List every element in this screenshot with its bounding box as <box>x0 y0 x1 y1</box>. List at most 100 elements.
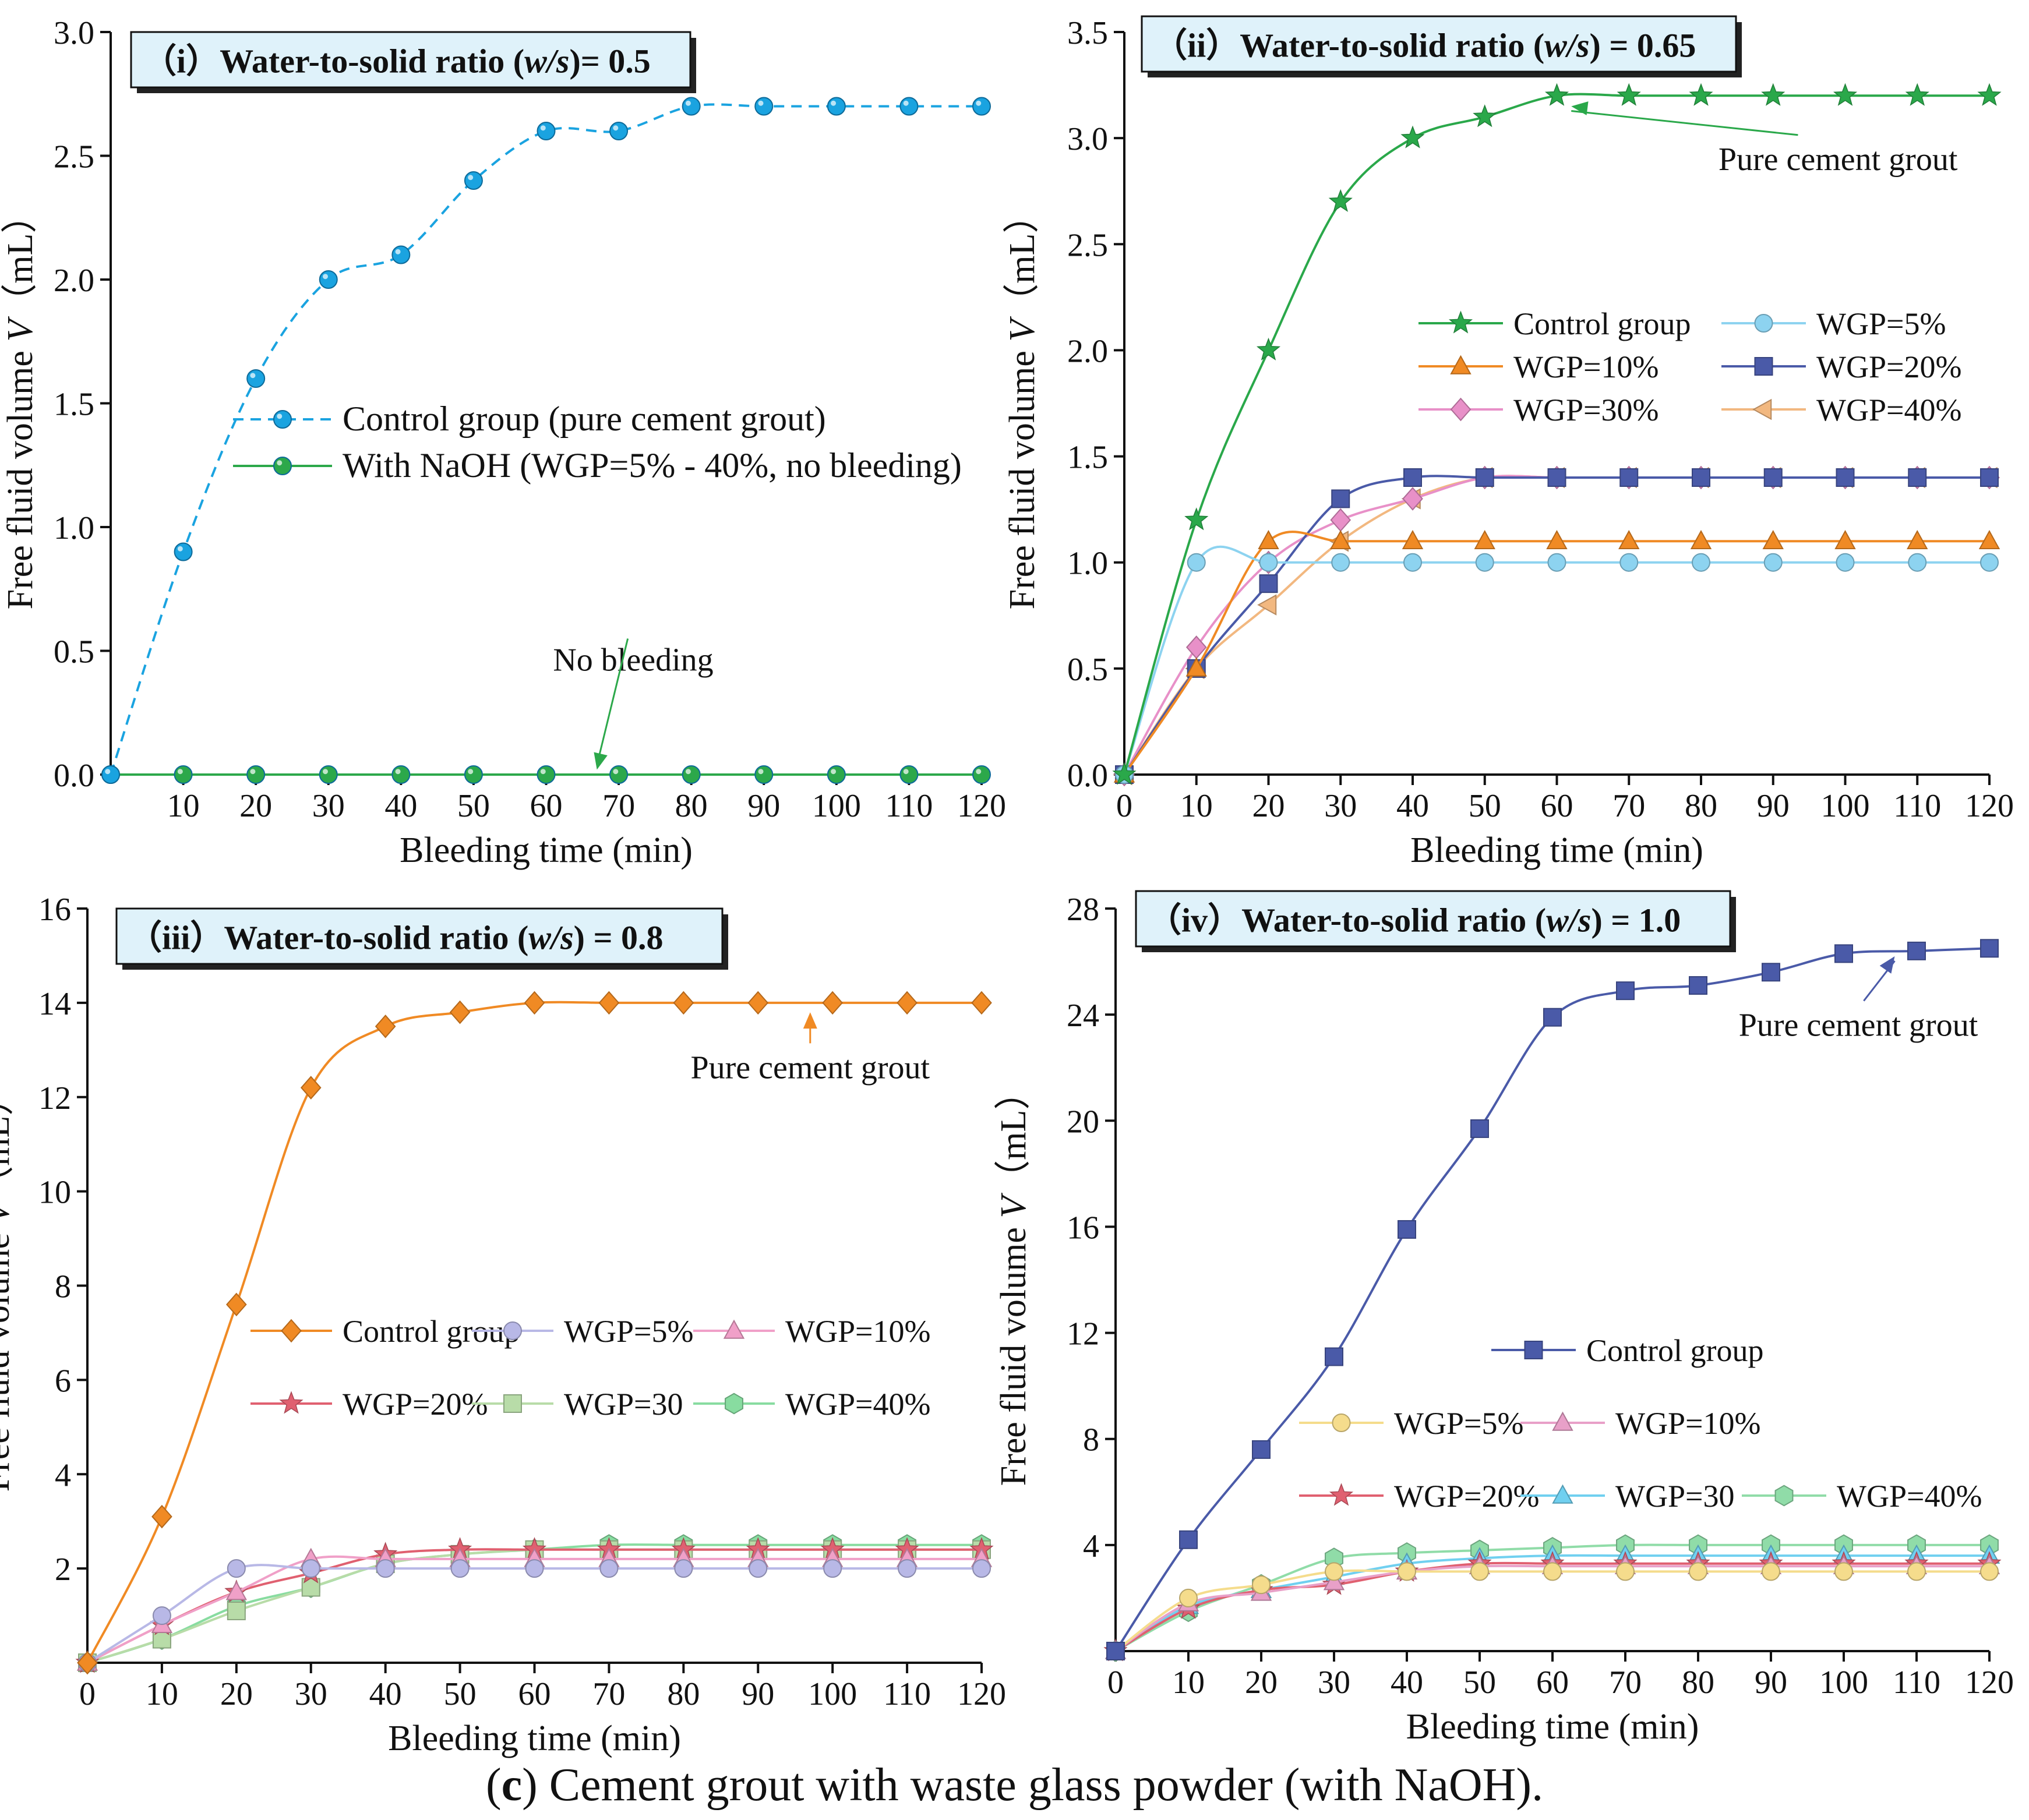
x-tick-label: 10 <box>1172 1664 1205 1701</box>
data-point <box>449 1000 471 1024</box>
data-point <box>1977 83 2002 106</box>
data-point <box>1905 83 1929 106</box>
data-point <box>1331 489 1350 508</box>
legend-marker <box>1329 1483 1354 1506</box>
data-point-shine <box>395 249 401 255</box>
panel-title-ws: w/s <box>528 919 573 957</box>
y-axis-label-unit: （mL） <box>0 1080 17 1202</box>
y-tick-label: 0.5 <box>54 634 94 670</box>
legend-marker <box>1754 357 1773 376</box>
data-point <box>1179 1588 1198 1607</box>
legend-label: WGP=5% <box>1394 1406 1523 1441</box>
x-tick-label: 100 <box>1819 1664 1868 1701</box>
data-point-shine <box>758 100 764 106</box>
data-point <box>537 765 556 784</box>
data-point <box>972 1559 991 1578</box>
y-axis-label: Free fluid volume V（mL） <box>1 197 40 610</box>
data-point <box>227 1601 246 1620</box>
data-point <box>1256 337 1281 361</box>
legend-marker-shine <box>277 414 283 419</box>
y-tick-label: 1.0 <box>54 510 94 546</box>
title-box <box>115 907 724 965</box>
y-tick-label: 2.5 <box>1067 227 1108 263</box>
legend-marker <box>1552 1411 1573 1431</box>
x-tick-label: 120 <box>957 788 1006 824</box>
data-point <box>1470 1119 1489 1138</box>
panel-title: （ii）Water-to-solid ratio (w/s) = 0.65 <box>1153 27 1696 65</box>
data-point <box>898 1559 917 1578</box>
x-tick-label: 40 <box>1391 1664 1423 1701</box>
x-tick-label: 90 <box>1757 788 1790 824</box>
x-tick-label: 10 <box>146 1676 178 1712</box>
data-point <box>1762 963 1780 982</box>
x-tick-label: 50 <box>444 1676 477 1712</box>
x-tick-label: 70 <box>1612 788 1645 824</box>
data-point-shine <box>613 769 619 775</box>
x-tick-label: 90 <box>747 788 780 824</box>
data-point <box>1907 1562 1926 1581</box>
x-tick-label: 120 <box>1965 788 2014 824</box>
data-point <box>754 97 774 116</box>
data-point-shine <box>976 100 982 106</box>
data-point <box>1179 1530 1198 1549</box>
y-tick-label: 28 <box>1067 892 1099 928</box>
data-point <box>1258 529 1279 550</box>
y-tick-label: 4 <box>1083 1528 1099 1564</box>
y-tick-label: 0.5 <box>1067 652 1108 688</box>
annotation-arrowhead <box>1571 101 1589 115</box>
x-tick-label: 40 <box>369 1676 402 1712</box>
data-point <box>1325 1347 1343 1366</box>
x-tick-label: 60 <box>518 1676 551 1712</box>
data-point <box>319 765 338 784</box>
x-tick-label: 70 <box>602 788 635 824</box>
legend-label: WGP=5% <box>1816 306 1946 341</box>
data-point <box>246 765 266 784</box>
data-point <box>1547 553 1566 572</box>
x-tick-label: 60 <box>1541 788 1573 824</box>
legend-marker <box>1448 310 1473 334</box>
data-point-shine <box>540 125 546 131</box>
legend-marker <box>1524 1341 1543 1359</box>
x-tick-label: 30 <box>295 1676 327 1712</box>
legend-marker <box>723 1319 745 1339</box>
data-point <box>972 765 991 784</box>
legend-marker <box>1774 1485 1794 1507</box>
x-axis-label: Bleeding time (min) <box>388 1719 681 1758</box>
data-point <box>1403 553 1422 572</box>
x-tick-label: 30 <box>1324 788 1357 824</box>
data-point <box>1328 189 1353 212</box>
y-tick-label: 2 <box>55 1552 71 1588</box>
x-tick-label: 80 <box>667 1676 700 1712</box>
data-point <box>1402 529 1424 550</box>
x-tick-label: 10 <box>167 788 200 824</box>
x-axis-label: Bleeding time (min) <box>1406 1707 1699 1747</box>
x-tick-label: 40 <box>384 788 417 824</box>
x-tick-label: 20 <box>239 788 272 824</box>
panel-title-ws: w/s <box>1546 902 1591 939</box>
title-box <box>1135 890 1731 948</box>
data-point-shine <box>177 769 183 775</box>
y-tick-label: 24 <box>1067 998 1099 1034</box>
data-point <box>1398 1562 1416 1581</box>
data-point <box>1616 1562 1635 1581</box>
data-point <box>1330 529 1352 550</box>
series-line-0 <box>86 1001 982 1663</box>
legend-label: Control group (pure cement grout) <box>343 400 826 438</box>
y-tick-label: 14 <box>38 986 71 1022</box>
data-point <box>609 765 629 784</box>
data-point <box>754 765 774 784</box>
data-point <box>225 1581 248 1600</box>
data-point <box>246 369 266 388</box>
y-axis-label-text: Free fluid volume <box>1 342 40 610</box>
data-point <box>77 1651 98 1675</box>
data-point <box>747 991 769 1015</box>
data-point <box>152 1606 171 1625</box>
panel-iii: 2 4 6 8 10 12 14 16 0 10 20 30 40 50 60 70 80 90 100 110 120… <box>0 892 1006 1758</box>
x-tick-label: 120 <box>1965 1664 2014 1701</box>
data-point <box>822 991 843 1015</box>
x-tick-label: 90 <box>1755 1664 1787 1701</box>
caption-text: Cement grout with waste glass powder (wi… <box>537 1759 1544 1811</box>
data-point <box>1980 553 1999 572</box>
data-point <box>1692 468 1710 487</box>
data-point-shine <box>250 373 256 379</box>
